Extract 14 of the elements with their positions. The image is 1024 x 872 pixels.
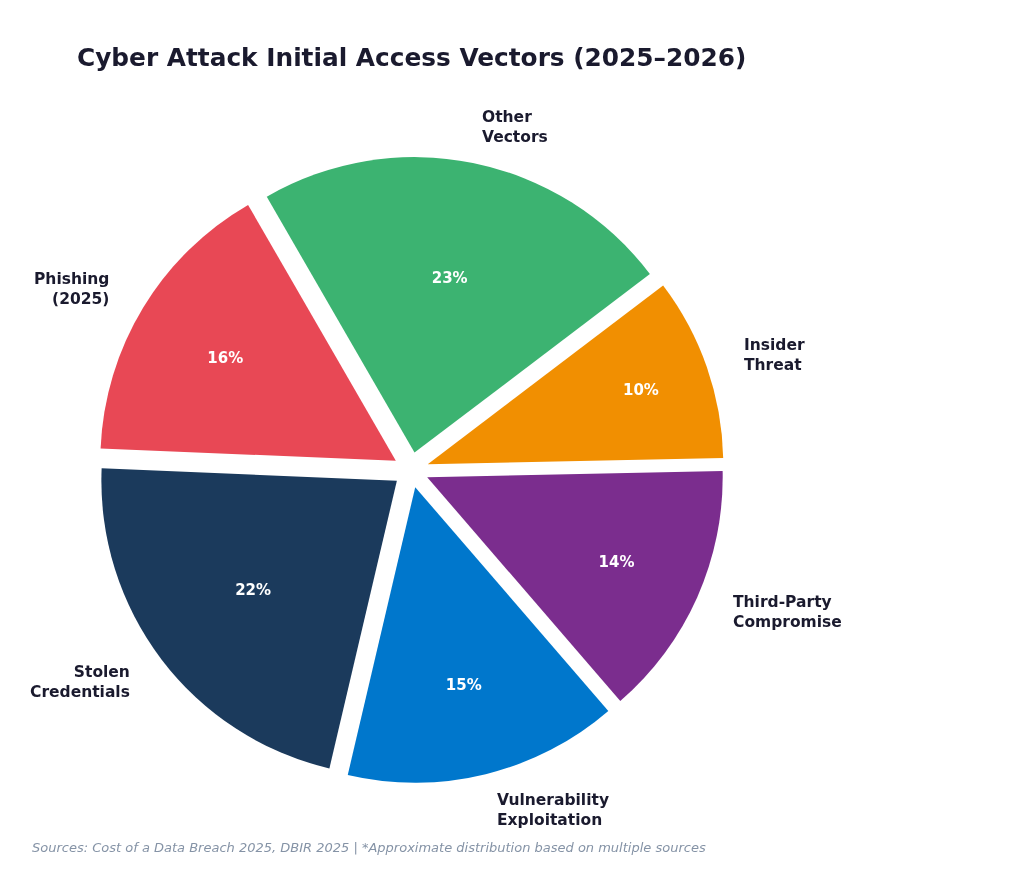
data-label: 10% (622, 380, 659, 399)
slice-label: Vulnerability Exploitation (497, 791, 609, 830)
data-label: 14% (598, 552, 635, 571)
slice-label: Insider Threat (744, 336, 805, 375)
chart-title: Cyber Attack Initial Access Vectors (2025–2026) (77, 42, 747, 72)
source-note: Sources: Cost of a Data Breach 2025, DBIR 2025 | *Approximate distribution based on multiple sources (32, 840, 706, 855)
slice-label: Other Vectors (482, 108, 548, 147)
slice-label: Stolen Credentials (30, 663, 130, 702)
data-label: 22% (235, 580, 272, 599)
data-label: 15% (445, 675, 482, 694)
slice-label: Third-Party Compromise (733, 593, 842, 632)
data-label: 23% (431, 269, 468, 288)
slice-label: Phishing (2025) (34, 270, 110, 309)
data-label: 16% (207, 348, 244, 367)
